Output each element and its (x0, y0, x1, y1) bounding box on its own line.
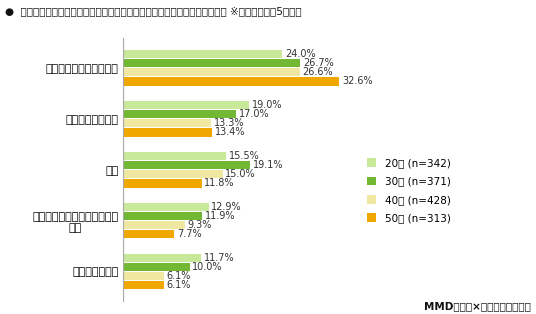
Bar (123, 212, 202, 220)
Legend: 20代 (n=342), 30代 (n=371), 40代 (n=428), 50代 (n=313): 20代 (n=342), 30代 (n=371), 40代 (n=428), 5… (367, 158, 451, 223)
Text: 6.1%: 6.1% (166, 271, 191, 281)
Bar (123, 281, 163, 290)
Text: 6.1%: 6.1% (166, 280, 191, 290)
Bar (123, 128, 212, 137)
Bar (123, 221, 185, 229)
Bar (123, 263, 190, 271)
Text: 11.8%: 11.8% (204, 178, 235, 188)
Text: 24.0%: 24.0% (285, 49, 316, 59)
Bar (123, 59, 300, 68)
Bar (123, 100, 249, 109)
Bar (123, 170, 223, 178)
Text: 15.0%: 15.0% (225, 169, 256, 179)
Bar (123, 77, 339, 86)
Text: 13.4%: 13.4% (215, 127, 245, 137)
Bar (123, 110, 236, 118)
Text: ●  新型コロナウイルスの影響によって在宅時間が増えたことから始めたこと ※年代別、上位5位抜粋: ● 新型コロナウイルスの影響によって在宅時間が増えたことから始めたこと ※年代別… (5, 6, 302, 16)
Text: 26.6%: 26.6% (302, 67, 333, 77)
Text: 11.9%: 11.9% (205, 211, 235, 221)
Text: 19.1%: 19.1% (252, 160, 283, 170)
Bar (123, 203, 209, 211)
Bar (123, 230, 174, 239)
Bar (123, 68, 300, 77)
Text: 13.3%: 13.3% (214, 118, 244, 128)
Text: 9.3%: 9.3% (188, 220, 212, 230)
Bar (123, 50, 282, 58)
Bar (123, 253, 201, 262)
Text: 32.6%: 32.6% (342, 76, 373, 86)
Text: 19.0%: 19.0% (252, 100, 282, 110)
Bar (123, 119, 211, 127)
Text: 17.0%: 17.0% (239, 109, 269, 119)
Text: 10.0%: 10.0% (192, 262, 223, 272)
Text: 7.7%: 7.7% (177, 229, 202, 239)
Bar (123, 152, 226, 160)
Bar (123, 161, 250, 169)
Text: 26.7%: 26.7% (303, 58, 334, 68)
Bar (123, 179, 202, 187)
Text: 12.9%: 12.9% (211, 202, 242, 212)
Text: 15.5%: 15.5% (229, 151, 259, 161)
Bar (123, 272, 163, 280)
Text: 11.7%: 11.7% (204, 253, 234, 263)
Text: MMD研究所×スマートアンサー: MMD研究所×スマートアンサー (424, 301, 531, 311)
